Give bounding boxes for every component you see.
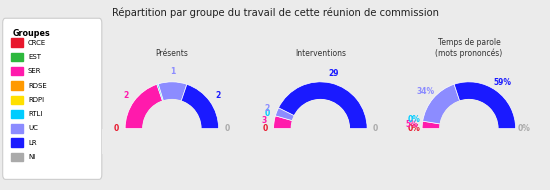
Wedge shape <box>274 116 293 129</box>
Text: 2: 2 <box>216 91 221 100</box>
Text: RTLI: RTLI <box>28 111 42 117</box>
Text: LR: LR <box>28 140 36 146</box>
Bar <box>11 67 23 75</box>
Text: 3: 3 <box>261 116 267 125</box>
Bar <box>11 53 23 61</box>
Text: EST: EST <box>28 54 41 60</box>
Bar <box>11 139 23 147</box>
Text: NI: NI <box>28 154 35 160</box>
Title: Interventions: Interventions <box>295 49 346 59</box>
Circle shape <box>440 100 498 158</box>
Circle shape <box>292 100 349 158</box>
Bar <box>11 38 23 47</box>
Wedge shape <box>181 84 219 129</box>
Text: Répartition par groupe du travail de cette réunion de commission: Répartition par groupe du travail de cet… <box>112 8 438 18</box>
Text: 34%: 34% <box>416 87 435 96</box>
Text: 29: 29 <box>328 69 339 78</box>
Text: 0: 0 <box>114 124 119 133</box>
Wedge shape <box>125 84 163 129</box>
Text: SER: SER <box>28 68 41 74</box>
Wedge shape <box>423 84 460 124</box>
Text: 59%: 59% <box>493 78 512 87</box>
Text: RDSE: RDSE <box>28 83 47 89</box>
Polygon shape <box>250 129 390 154</box>
Text: 5%: 5% <box>406 120 419 129</box>
Wedge shape <box>276 108 294 121</box>
Text: 2: 2 <box>265 104 270 112</box>
Wedge shape <box>422 121 440 129</box>
Text: 0%: 0% <box>407 124 420 133</box>
Text: 0: 0 <box>373 124 378 133</box>
Text: 0: 0 <box>265 109 270 118</box>
Text: 2: 2 <box>123 91 128 100</box>
Bar <box>11 110 23 118</box>
Bar <box>11 124 23 133</box>
Text: 0%: 0% <box>408 115 421 124</box>
Text: 0: 0 <box>224 124 230 133</box>
Polygon shape <box>399 129 539 154</box>
Title: Temps de parole
(mots prononcés): Temps de parole (mots prononcés) <box>435 39 503 59</box>
FancyBboxPatch shape <box>3 18 102 179</box>
Text: 0: 0 <box>262 124 268 133</box>
Text: 1: 1 <box>170 67 175 76</box>
Wedge shape <box>454 82 516 129</box>
Bar <box>11 96 23 104</box>
Text: UC: UC <box>28 125 38 131</box>
Text: RDPI: RDPI <box>28 97 44 103</box>
Circle shape <box>143 100 201 158</box>
Bar <box>11 81 23 90</box>
Wedge shape <box>158 82 187 101</box>
Title: Présents: Présents <box>156 49 188 59</box>
Wedge shape <box>278 82 367 129</box>
Text: Groupes: Groupes <box>13 29 51 38</box>
Text: CRCE: CRCE <box>28 40 46 46</box>
Bar <box>11 153 23 161</box>
Text: 0%: 0% <box>518 124 531 133</box>
Polygon shape <box>102 129 242 154</box>
Wedge shape <box>157 84 163 101</box>
